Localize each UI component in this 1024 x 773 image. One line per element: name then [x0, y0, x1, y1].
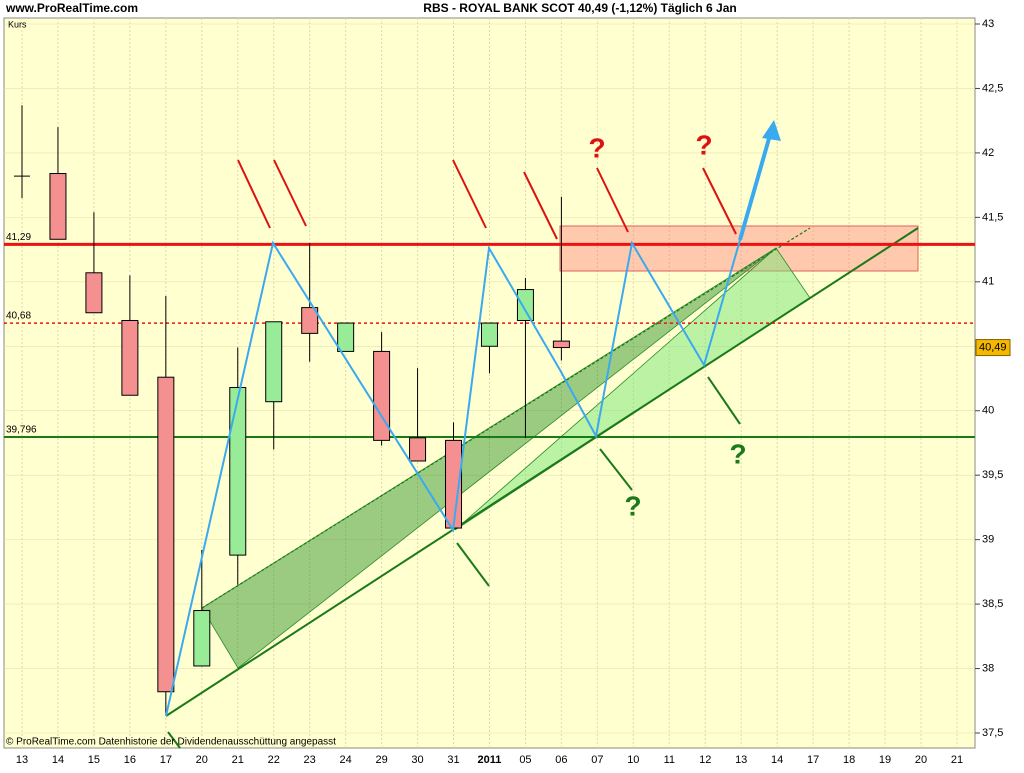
y-tick-label: 39,5	[982, 469, 1003, 481]
candle-body	[85, 272, 103, 314]
price-label: 40,49	[979, 341, 1007, 353]
x-tick-label: 16	[124, 754, 136, 766]
candle-body	[301, 307, 319, 334]
arrow	[523, 171, 558, 240]
candle-body	[552, 340, 570, 349]
x-tick-label: 19	[879, 754, 891, 766]
candle-body	[480, 322, 498, 347]
level-label: 39,796	[6, 425, 37, 436]
zigzag	[165, 239, 741, 717]
level-label: 41,29	[6, 232, 31, 243]
x-tick-label: 22	[268, 754, 280, 766]
x-tick-label: 23	[304, 754, 316, 766]
candle-body	[49, 173, 67, 240]
candle-body	[337, 322, 355, 352]
y-tick-label: 41	[982, 276, 994, 288]
y-tick-label: 38,5	[982, 598, 1003, 610]
x-tick-label: 17	[807, 754, 819, 766]
green-arrows	[167, 376, 741, 749]
y-tick-label: 39	[982, 534, 994, 546]
candle-body	[409, 437, 427, 462]
x-tick-label: 24	[340, 754, 352, 766]
candle-body	[157, 376, 175, 693]
candle-body	[229, 387, 247, 556]
arrow	[702, 167, 737, 235]
candle-body	[193, 610, 211, 667]
arrow-head	[762, 120, 781, 141]
annotation: ?	[588, 132, 605, 163]
candle-body	[373, 350, 391, 441]
x-tick-label: 20	[915, 754, 927, 766]
candle-body	[516, 289, 534, 321]
x-tick-label: 18	[843, 754, 855, 766]
x-tick-label: 10	[627, 754, 639, 766]
arrow	[707, 376, 741, 425]
y-tick-label: 42	[982, 147, 994, 159]
x-tick-label: 21	[951, 754, 963, 766]
x-tick-label: 17	[160, 754, 172, 766]
panel-label: Kurs	[8, 19, 27, 29]
level-label: 40,68	[6, 311, 31, 322]
red-arrows	[237, 159, 737, 240]
trend-line	[201, 227, 811, 609]
arrow	[237, 159, 271, 229]
channel	[201, 247, 777, 669]
x-tick-label: 12	[699, 754, 711, 766]
x-tick-label: 29	[375, 754, 387, 766]
arrow	[738, 134, 772, 241]
x-tick-label: 21	[232, 754, 244, 766]
zone	[559, 225, 919, 272]
candle-body	[121, 319, 139, 396]
x-tick-label: 20	[196, 754, 208, 766]
x-tick-label: 11	[664, 754, 675, 766]
annotation: ?	[695, 129, 712, 160]
y-tick-label: 38	[982, 662, 994, 674]
arrow	[599, 448, 633, 491]
candle-body	[265, 321, 283, 403]
x-tick-label: 30	[411, 754, 423, 766]
y-tick-label: 40	[982, 405, 994, 417]
x-tick-label: 05	[519, 754, 531, 766]
x-tick-label: 31	[447, 754, 459, 766]
x-tick-label: 2011	[478, 754, 502, 766]
footer: © ProRealTime.com Datenhistorie der Divi…	[6, 737, 336, 748]
price-marker	[975, 339, 1011, 357]
x-tick-label: 07	[591, 754, 603, 766]
arrow	[452, 159, 487, 229]
x-tick-label: 15	[88, 754, 100, 766]
x-tick-label: 13	[735, 754, 747, 766]
chart-title: RBS - ROYAL BANK SCOT 40,49 (-1,12%) Täg…	[423, 1, 736, 15]
x-tick-label: 06	[555, 754, 567, 766]
trend-line	[165, 227, 919, 717]
arrow	[273, 159, 307, 227]
y-tick-label: 43	[982, 18, 994, 30]
arrow	[167, 731, 181, 749]
x-tick-label: 14	[771, 754, 783, 766]
candles	[14, 105, 570, 715]
annotation: ?	[624, 490, 641, 521]
y-tick-label: 37,5	[982, 727, 1003, 739]
y-tick-label: 42,5	[982, 82, 1003, 94]
y-tick-label: 41,5	[982, 211, 1003, 223]
x-tick-label: 14	[52, 754, 64, 766]
arrow	[456, 542, 490, 587]
annotation: ?	[729, 438, 746, 469]
x-tick-label: 13	[16, 754, 28, 766]
arrow	[596, 167, 629, 233]
site: www.ProRealTime.com	[5, 1, 138, 15]
